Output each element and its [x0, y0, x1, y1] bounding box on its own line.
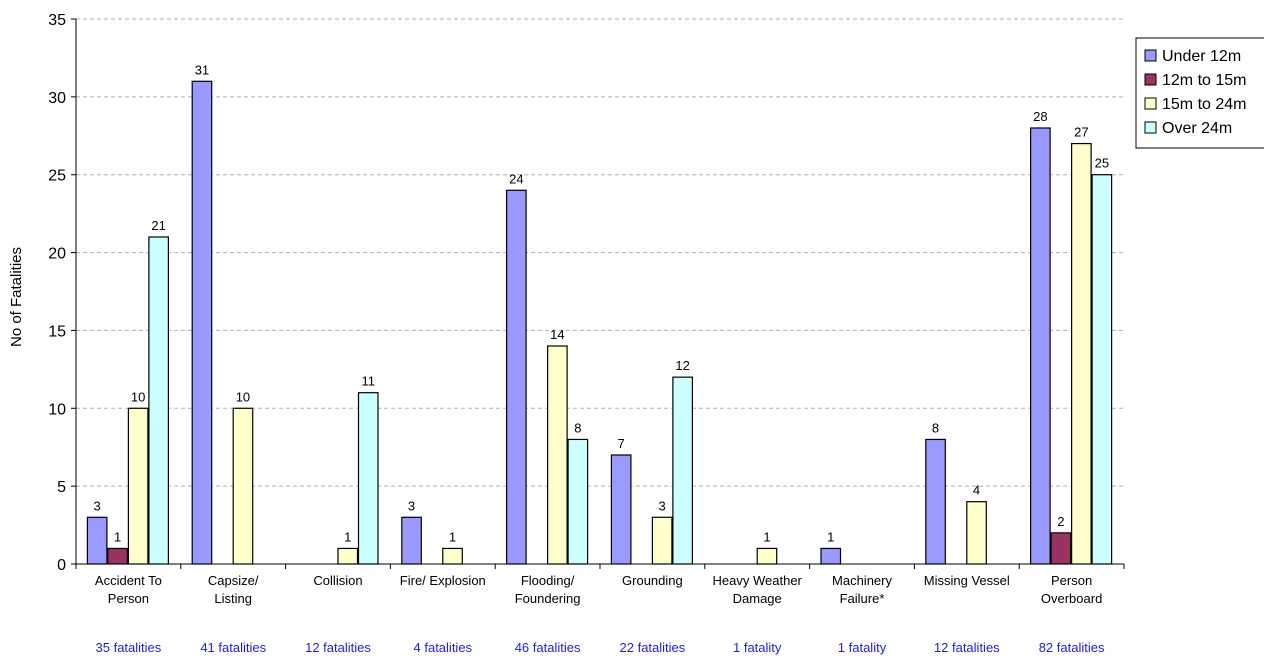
bar	[357, 392, 379, 565]
category-label: Accident To	[95, 573, 162, 588]
data-label: 12	[675, 358, 689, 373]
category-total-label: 12 fatalities	[934, 640, 1000, 655]
legend-label: 15m to 24m	[1162, 96, 1246, 113]
category-label: Listing	[214, 591, 252, 606]
bar	[191, 80, 213, 565]
category-label: Capsize/	[208, 573, 259, 588]
category-label: Machinery	[832, 573, 892, 588]
category-label: Overboard	[1041, 591, 1102, 606]
category-total-label: 1 fatality	[838, 640, 887, 655]
data-label: 3	[659, 498, 666, 513]
category-total-label: 82 fatalities	[1039, 640, 1105, 655]
category-label: Missing Vessel	[924, 573, 1010, 588]
legend-box	[1135, 37, 1264, 149]
bar	[1050, 532, 1072, 565]
category-label: Grounding	[622, 573, 683, 588]
category-label: Fire/ Explosion	[400, 573, 486, 588]
data-label: 1	[449, 529, 456, 544]
category-label: Damage	[733, 591, 782, 606]
bar	[401, 516, 422, 565]
data-label: 4	[973, 483, 980, 498]
bar	[1029, 127, 1051, 565]
category-label: Foundering	[515, 591, 581, 606]
legend-label: Under 12m	[1162, 48, 1241, 65]
data-label: 8	[932, 420, 939, 435]
data-label: 3	[408, 498, 415, 513]
data-label: 1	[763, 529, 770, 544]
data-label: 8	[574, 420, 581, 435]
bar	[337, 547, 359, 565]
legend: Under 12m 12m to 15m 15m to 24m Over 24m	[1135, 37, 1264, 149]
legend-swatch	[1144, 73, 1157, 86]
data-label: 28	[1033, 109, 1047, 124]
category-label: Failure*	[840, 591, 885, 606]
bar	[966, 501, 987, 565]
bars	[86, 80, 1113, 565]
bar	[86, 516, 108, 565]
category-total-label: 4 fatalities	[414, 640, 473, 655]
y-tick-label: 25	[48, 168, 66, 185]
bar	[127, 407, 149, 565]
bar	[148, 236, 169, 565]
y-tick-label: 15	[48, 323, 66, 340]
axes: 0 5 10 15 20 25 30 35	[48, 12, 1125, 574]
bar	[546, 345, 568, 565]
bar	[756, 547, 778, 565]
bar	[925, 438, 946, 565]
category-label: Collision	[313, 573, 362, 588]
data-label: 1	[114, 529, 121, 544]
bar	[107, 547, 129, 565]
data-label: 24	[509, 171, 523, 186]
category-total-label: 1 fatality	[733, 640, 782, 655]
bar	[820, 547, 842, 565]
data-label: 27	[1074, 125, 1088, 140]
bar	[567, 438, 589, 565]
data-label: 10	[236, 389, 250, 404]
data-label: 14	[550, 327, 564, 342]
category-label: Heavy Weather	[713, 573, 803, 588]
category-total-label: 22 fatalities	[620, 640, 686, 655]
legend-swatch	[1144, 49, 1157, 62]
bar	[1091, 174, 1113, 565]
y-tick-label: 30	[48, 90, 66, 107]
y-tick-label: 35	[48, 12, 66, 29]
data-label: 25	[1095, 156, 1109, 171]
data-label: 2	[1057, 514, 1064, 529]
legend-label: 12m to 15m	[1162, 72, 1246, 89]
legend-swatch	[1144, 121, 1157, 134]
bar	[232, 407, 254, 565]
y-tick-label: 5	[57, 479, 66, 496]
legend-label: Over 24m	[1162, 120, 1232, 137]
category-label: Person	[108, 591, 149, 606]
data-label: 1	[344, 529, 351, 544]
category-total-label: 12 fatalities	[305, 640, 371, 655]
data-label: 7	[618, 436, 625, 451]
y-tick-label: 0	[57, 557, 66, 574]
bar	[1070, 142, 1092, 565]
legend-swatch	[1144, 97, 1157, 110]
bar	[672, 376, 694, 565]
bar	[610, 454, 632, 565]
y-tick-label: 20	[48, 246, 66, 263]
data-label: 10	[131, 389, 145, 404]
y-tick-label: 10	[48, 401, 66, 418]
y-axis-label: No of Fatalities	[8, 247, 25, 347]
data-label: 31	[195, 62, 209, 77]
category-total-label: 35 fatalities	[96, 640, 162, 655]
category-total-label: 46 fatalities	[515, 640, 581, 655]
category-label: Flooding/	[521, 573, 575, 588]
data-label: 21	[151, 218, 165, 233]
bar	[506, 189, 527, 565]
data-label: 11	[362, 374, 376, 389]
bar	[651, 516, 673, 565]
data-label: 1	[827, 529, 834, 544]
category-label: Person	[1051, 573, 1092, 588]
category-total-label: 41 fatalities	[200, 640, 266, 655]
bar	[442, 547, 463, 565]
data-label: 3	[94, 498, 101, 513]
